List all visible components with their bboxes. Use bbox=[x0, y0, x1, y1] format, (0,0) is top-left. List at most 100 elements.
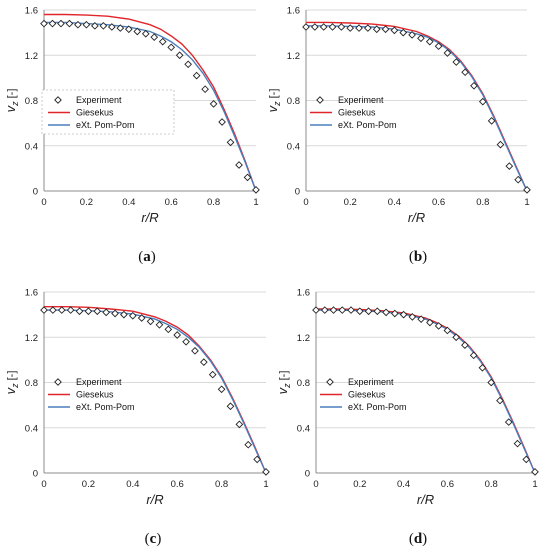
experiment-point bbox=[226, 402, 235, 411]
experiment-point bbox=[328, 23, 337, 31]
experiment-point bbox=[191, 346, 199, 355]
x-tick-label: 0.6 bbox=[171, 479, 184, 490]
x-axis-label: r/R bbox=[141, 210, 158, 225]
y-axis-label: vz [-] bbox=[265, 89, 282, 113]
panel-label: (b) bbox=[409, 249, 427, 265]
y-tick-label: 1.2 bbox=[25, 333, 38, 344]
experiment-point bbox=[496, 396, 504, 405]
x-tick-label: 1 bbox=[253, 197, 258, 208]
x-tick-label: 0 bbox=[41, 479, 46, 490]
x-axis-label: r/R bbox=[408, 210, 425, 225]
experiment-point bbox=[124, 25, 133, 34]
x-tick-label: 0.2 bbox=[82, 479, 95, 490]
experiment-point bbox=[217, 385, 226, 394]
experiment-point bbox=[461, 68, 469, 77]
experiment-point bbox=[175, 51, 184, 60]
experiment-point bbox=[320, 306, 329, 314]
experiment-point bbox=[49, 306, 57, 314]
experiment-point bbox=[218, 118, 226, 126]
experiment-point bbox=[208, 370, 217, 379]
chart-panel-c: 0 0.4 0.8 1.2 1.6 0 0.2 0.4 0.6 0.8 1 r/R vz [-] Exper… bbox=[3, 288, 270, 547]
experiment-point bbox=[209, 100, 218, 108]
x-tick-label: 0.6 bbox=[441, 479, 454, 490]
x-tick-label: 0.4 bbox=[126, 479, 139, 490]
y-tick-label: 0.8 bbox=[25, 378, 38, 389]
x-tick-label: 0.2 bbox=[80, 197, 93, 208]
legend-label: eXt. Pom-Pom bbox=[348, 402, 407, 412]
legend-label: Experiment bbox=[348, 377, 394, 387]
y-tick-label: 0 bbox=[33, 187, 38, 198]
experiment-point bbox=[262, 468, 270, 476]
chart-panel-b: 0 0.4 0.8 1.2 1.6 0 0.2 0.4 0.6 0.8 1 r/R vz [-] Exper… bbox=[265, 6, 531, 265]
x-tick-label: 1 bbox=[263, 479, 268, 490]
y-tick-label: 0.8 bbox=[297, 378, 310, 389]
experiment-point bbox=[452, 58, 461, 66]
panel-letter: d bbox=[414, 531, 423, 547]
experiment-point bbox=[40, 306, 48, 314]
experiment-point bbox=[355, 307, 364, 316]
experiment-point bbox=[302, 23, 310, 31]
experiment-point bbox=[338, 306, 347, 314]
legend-experiment-marker bbox=[54, 96, 62, 104]
experiment-point bbox=[452, 333, 460, 342]
experiment-point bbox=[66, 306, 75, 314]
experiment-point bbox=[120, 310, 128, 319]
experiment-point bbox=[496, 140, 505, 149]
y-axis-label-unit: [-] bbox=[6, 371, 18, 381]
legend: Experiment Giesekus eXt. Pom-Pom bbox=[320, 377, 407, 412]
experiment-point bbox=[408, 31, 416, 39]
experiment-point bbox=[65, 19, 74, 28]
experiment-point bbox=[514, 175, 522, 184]
experiment-point bbox=[399, 310, 408, 319]
chart-panel-a: 0 0.4 0.8 1.2 1.6 0 0.2 0.4 0.6 0.8 1 r/R vz [-] Exper… bbox=[3, 6, 260, 265]
x-tick-label: 0.8 bbox=[215, 479, 228, 490]
experiment-point bbox=[391, 309, 399, 318]
y-axis-label-main: v bbox=[3, 104, 18, 112]
x-tick-label: 0 bbox=[313, 479, 318, 490]
experiment-point bbox=[443, 49, 452, 57]
legend-label: Giesekus bbox=[348, 390, 386, 400]
x-tick-label: 0 bbox=[41, 197, 46, 208]
experiment-point bbox=[487, 117, 496, 125]
experiment-point bbox=[478, 363, 487, 372]
legend-label: eXt. Pom-Pom bbox=[338, 120, 397, 130]
experiment-point bbox=[469, 351, 478, 360]
experiment-point bbox=[504, 418, 513, 426]
legend-experiment-marker bbox=[326, 378, 334, 386]
experiment-point bbox=[93, 307, 102, 316]
x-tick-label: 0.8 bbox=[476, 197, 489, 208]
experiment-point bbox=[57, 306, 66, 314]
x-tick-label: 0.4 bbox=[397, 479, 410, 490]
experiment-point bbox=[111, 309, 119, 318]
experiment-point bbox=[75, 307, 84, 316]
y-tick-label: 0.8 bbox=[287, 96, 300, 107]
panel-label: (a) bbox=[138, 249, 156, 265]
experiment-point bbox=[443, 326, 452, 335]
experiment-point bbox=[200, 358, 208, 366]
experiment-point bbox=[137, 314, 146, 322]
y-axis-label-subscript: z bbox=[282, 383, 292, 389]
experiment-point bbox=[150, 33, 159, 41]
experiment-point bbox=[470, 81, 478, 90]
legend: Experiment Giesekus eXt. Pom-Pom bbox=[41, 89, 175, 135]
experiment-point bbox=[312, 306, 320, 314]
experiment-point bbox=[48, 19, 57, 28]
experiment-point bbox=[184, 60, 192, 69]
experiment-point bbox=[155, 320, 164, 329]
y-tick-label: 1.6 bbox=[297, 288, 310, 299]
experiment-point bbox=[522, 455, 531, 464]
experiment-point bbox=[425, 37, 434, 46]
legend: Experiment Giesekus eXt. Pom-Pom bbox=[48, 377, 135, 412]
experiment-point bbox=[253, 455, 261, 464]
experiment-point bbox=[82, 20, 91, 29]
experiment-point bbox=[372, 25, 381, 34]
experiment-point bbox=[141, 29, 150, 38]
legend-label: eXt. Pom-Pom bbox=[76, 120, 135, 130]
x-axis-label: r/R bbox=[417, 492, 434, 507]
experiment-point bbox=[116, 24, 125, 32]
experiment-point bbox=[337, 23, 346, 31]
legend-label: eXt. Pom-Pom bbox=[76, 402, 135, 412]
x-tick-label: 0.8 bbox=[485, 479, 498, 490]
y-axis-label: vz [-] bbox=[3, 371, 20, 395]
